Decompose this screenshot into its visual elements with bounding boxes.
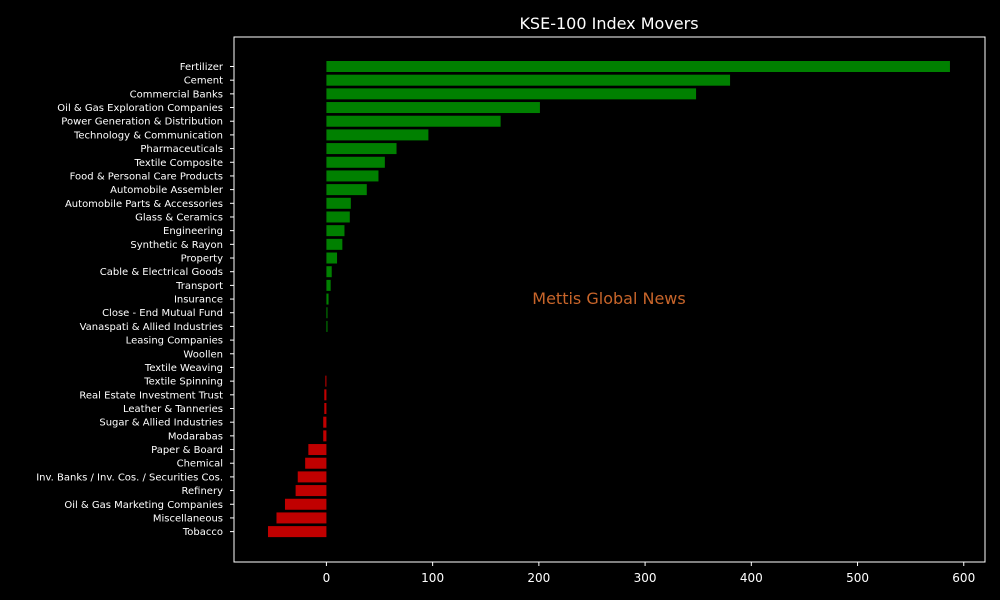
bar-cement [326, 74, 731, 86]
category-label-food-personal-care-products: Food & Personal Care Products [70, 171, 223, 182]
category-label-refinery: Refinery [182, 486, 224, 497]
x-tick-label-500: 500 [846, 571, 869, 585]
category-label-synthetic-rayon: Synthetic & Rayon [130, 240, 223, 251]
category-label-chemical: Chemical [177, 459, 223, 470]
category-label-cable-electrical-goods: Cable & Electrical Goods [100, 267, 223, 278]
category-labels-group: Fertilizer Cement Commercial Banks Oil & Ga… [36, 62, 234, 538]
category-label-commercial-banks: Commercial Banks [130, 89, 223, 100]
bar-cable-electrical-goods [326, 266, 332, 278]
category-label-oil-gas-exploration-companies: Oil & Gas Exploration Companies [57, 103, 223, 114]
chart-title: KSE-100 Index Movers [519, 14, 698, 33]
plot-frame [233, 36, 986, 563]
category-label-inv-banks-inv-cos-securities-cos: Inv. Banks / Inv. Cos. / Securities Cos. [36, 472, 223, 483]
bar-paper-board [308, 444, 327, 456]
bar-tobacco [267, 526, 327, 538]
bar-property [326, 252, 338, 264]
bar-miscellaneous [276, 512, 327, 524]
watermark-text: Mettis Global News [532, 289, 685, 308]
bar-inv-banks-inv-cos-securities-cos [297, 471, 327, 483]
category-label-cement: Cement [184, 76, 223, 87]
category-label-insurance: Insurance [174, 295, 223, 306]
bar-vanaspati-allied-industries [326, 320, 328, 332]
category-label-textile-composite: Textile Composite [134, 158, 223, 169]
category-label-woollen: Woollen [183, 349, 223, 360]
category-label-oil-gas-marketing-companies: Oil & Gas Marketing Companies [64, 500, 223, 511]
bar-textile-spinning [325, 375, 327, 387]
bar-automobile-parts-accessories [326, 197, 351, 209]
bar-fertilizer [326, 61, 950, 72]
x-tick-label-100: 100 [421, 571, 444, 585]
category-label-modarabas: Modarabas [168, 431, 223, 442]
category-label-real-estate-investment-trust: Real Estate Investment Trust [79, 390, 223, 401]
category-label-glass-ceramics: Glass & Ceramics [135, 212, 223, 223]
x-tick-label-400: 400 [740, 571, 763, 585]
x-tick-label-600: 600 [952, 571, 975, 585]
bar-food-personal-care-products [326, 170, 379, 182]
bar-insurance [326, 293, 329, 305]
bar-close-end-mutual-fund [326, 307, 328, 319]
bar-engineering [326, 225, 345, 237]
category-label-engineering: Engineering [163, 226, 223, 237]
category-label-miscellaneous: Miscellaneous [153, 513, 223, 524]
category-label-automobile-assembler: Automobile Assembler [110, 185, 224, 196]
bar-oil-gas-marketing-companies [284, 498, 327, 510]
bar-sugar-allied-industries [323, 416, 327, 428]
bar-oil-gas-exploration-companies [326, 102, 540, 114]
bar-chemical [305, 457, 327, 469]
x-ticks-group: 0 100 200 300 400 500 600 [323, 562, 975, 585]
category-label-textile-spinning: Textile Spinning [143, 377, 223, 388]
bar-power-generation-distribution [326, 115, 501, 127]
category-label-sugar-allied-industries: Sugar & Allied Industries [99, 418, 223, 429]
bar-leather-tanneries [324, 403, 327, 414]
bar-real-estate-investment-trust [324, 389, 327, 401]
bars-group [267, 61, 950, 538]
category-label-technology-communication: Technology & Communication [73, 130, 223, 141]
bar-glass-ceramics [326, 211, 350, 223]
bar-commercial-banks [326, 88, 697, 100]
bar-modarabas [323, 430, 327, 442]
category-label-paper-board: Paper & Board [151, 445, 223, 456]
bar-textile-composite [326, 156, 385, 168]
category-label-property: Property [181, 254, 223, 265]
bar-transport [326, 279, 331, 291]
category-label-vanaspati-allied-industries: Vanaspati & Allied Industries [80, 322, 223, 333]
x-tick-label-300: 300 [634, 571, 657, 585]
bar-automobile-assembler [326, 184, 367, 196]
bar-refinery [295, 485, 327, 497]
bar-synthetic-rayon [326, 238, 343, 250]
bar-technology-communication [326, 129, 429, 141]
category-label-leather-tanneries: Leather & Tanneries [123, 404, 223, 415]
category-label-tobacco: Tobacco [182, 527, 223, 538]
category-label-automobile-parts-accessories: Automobile Parts & Accessories [65, 199, 223, 210]
category-label-power-generation-distribution: Power Generation & Distribution [61, 117, 223, 128]
category-label-close-end-mutual-fund: Close - End Mutual Fund [102, 308, 223, 319]
category-label-leasing-companies: Leasing Companies [126, 336, 223, 347]
category-label-fertilizer: Fertilizer [180, 62, 224, 73]
bar-pharmaceuticals [326, 143, 397, 155]
category-label-transport: Transport [175, 281, 223, 292]
category-label-pharmaceuticals: Pharmaceuticals [140, 144, 223, 155]
category-label-textile-weaving: Textile Weaving [144, 363, 223, 374]
x-tick-label-0: 0 [323, 571, 331, 585]
x-tick-label-200: 200 [527, 571, 550, 585]
